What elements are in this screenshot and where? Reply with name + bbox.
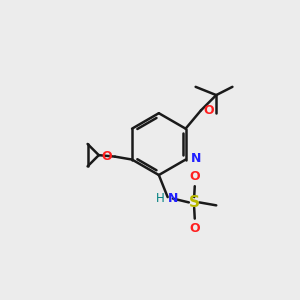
Text: H: H xyxy=(155,192,164,205)
Text: N: N xyxy=(191,152,201,165)
Text: O: O xyxy=(203,104,214,117)
Text: O: O xyxy=(101,150,112,163)
Text: S: S xyxy=(189,195,200,210)
Text: O: O xyxy=(189,221,200,235)
Text: N: N xyxy=(168,192,178,205)
Text: O: O xyxy=(189,170,200,183)
